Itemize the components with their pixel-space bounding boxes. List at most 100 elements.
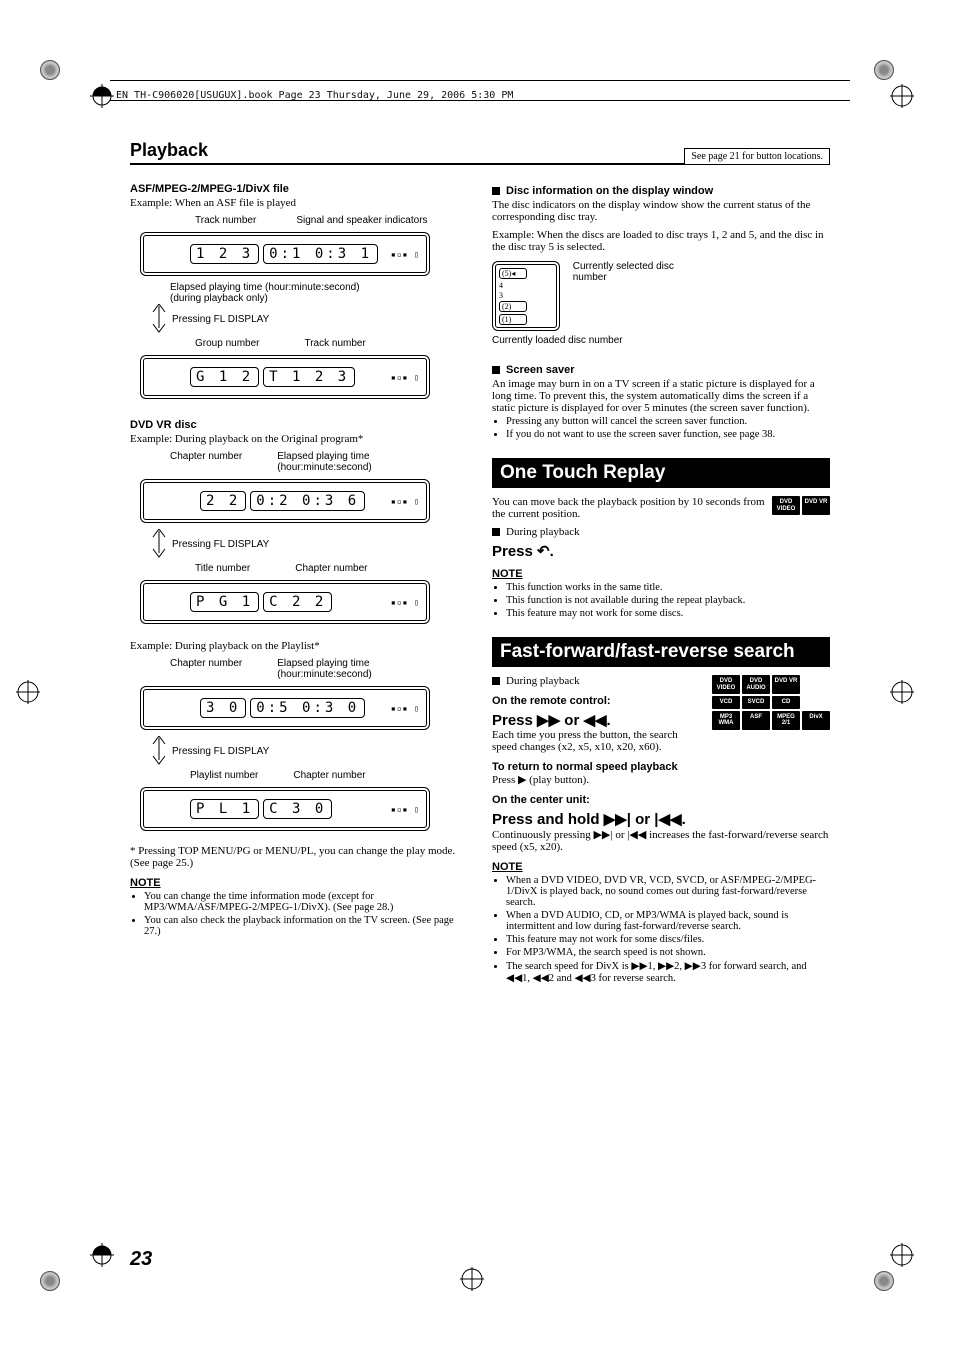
speaker-icons: ▪▫▪ ▯ [391,704,420,713]
registration-mark [890,680,914,704]
note-item: When a DVD VIDEO, DVD VR, VCD, SVCD, or … [506,875,830,908]
segment: 3 0 [200,698,246,718]
display-window: 1 2 3 0:1 0:3 1 ▪▫▪ ▯ [140,232,430,276]
badge: DVD VR [772,675,800,694]
segment: P L 1 [190,799,259,819]
label-current-selected: Currently selected disc number [573,261,693,283]
press-command: Press and hold ▶▶| or |◀◀. [492,810,830,828]
display-window: 2 2 0:2 0:3 6 ▪▫▪ ▯ [140,479,430,523]
segment: T 1 2 3 [263,367,355,387]
speaker-icons: ▪▫▪ ▯ [391,373,420,382]
ff-heading: Fast-forward/fast-reverse search [492,637,830,667]
corner-dot [874,1271,894,1291]
format-badges: DVD VIDEO DVD VR [772,496,830,515]
press-command: Press ↶. [492,542,830,560]
label-title: Title number [195,563,250,574]
asf-heading: ASF/MPEG-2/MPEG-1/DivX file [130,183,468,195]
example-text: Example: When an ASF file is played [130,197,468,209]
speaker-icons: ▪▫▪ ▯ [391,497,420,506]
example-text: Example: During playback on the Playlist… [130,640,468,652]
header-filename: EN_TH-C906020[USUGUX].book Page 23 Thurs… [116,90,513,101]
format-badges: DVD VIDEO DVD AUDIO DVD VR VCD SVCD CD M… [712,675,830,730]
disc-row: (1) [499,314,527,325]
display-window: P L 1 C 3 0 ▪▫▪ ▯ [140,787,430,831]
disc-row: (2) [499,301,527,312]
display-window: 3 0 0:5 0:3 0 ▪▫▪ ▯ [140,686,430,730]
display-window: G 1 2 T 1 2 3 ▪▫▪ ▯ [140,355,430,399]
badge: DVD VIDEO [712,675,740,694]
label-chapter: Chapter number [293,770,365,781]
content: Playback See page 21 for button location… [130,140,830,986]
badge: CD [772,696,800,709]
label-elapsed: Elapsed playing time (hour:minute:second… [277,451,372,473]
label-elapsed: Elapsed playing time (hour:minute:second… [277,658,372,680]
badge: ASF [742,711,770,730]
note-item: This function is not available during th… [506,595,830,606]
page: EN_TH-C906020[USUGUX].book Page 23 Thurs… [0,0,954,1351]
body-text: Example: When the discs are loaded to di… [492,229,830,253]
label-playlist: Playlist number [190,770,258,781]
speaker-icons: ▪▫▪ ▯ [391,250,420,259]
badge: MPEG 2/1 [772,711,800,730]
body-text: An image may burn in on a TV screen if a… [492,378,830,414]
segment: C 3 0 [263,799,332,819]
dvdvr-heading: DVD VR disc [130,419,468,431]
return-heading: To return to normal speed playback [492,761,830,773]
note-heading: NOTE [492,568,830,580]
registration-mark [90,84,114,108]
segment: G 1 2 [190,367,259,387]
segment: P G 1 [190,592,259,612]
segment: 0:2 0:3 6 [250,491,365,511]
registration-mark [460,1267,484,1291]
note-heading: NOTE [130,877,468,889]
corner-dot [874,60,894,80]
segment: 1 2 3 [190,244,259,264]
button-reference-box: See page 21 for button locations. [684,148,830,165]
body-text: Press ▶ (play button). [492,773,830,786]
page-number: 23 [130,1248,152,1271]
label-chapter: Chapter number [170,658,242,680]
label-signal: Signal and speaker indicators [296,215,427,226]
body-text: The disc indicators on the display windo… [492,199,830,223]
segment: 0:1 0:3 1 [263,244,378,264]
note-list: You can change the time information mode… [130,891,468,937]
footnote: * Pressing TOP MENU/PG or MENU/PL, you c… [130,845,468,869]
label-elapsed: Elapsed playing time (hour:minute:second… [170,282,360,304]
body-text: Continuously pressing ▶▶| or |◀◀ increas… [492,828,830,853]
label-current-loaded: Currently loaded disc number [492,335,830,346]
segment: 2 2 [200,491,246,511]
note-item: Pressing any button will cancel the scre… [506,416,830,427]
segment: C 2 2 [263,592,332,612]
note-item: This feature may not work for some discs… [506,608,830,619]
badge: DVD VIDEO [772,496,800,515]
note-list: When a DVD VIDEO, DVD VR, VCD, SVCD, or … [492,875,830,984]
press-fl-label: Pressing FL DISPLAY [172,746,269,757]
registration-mark [890,1243,914,1267]
disc-info-heading: Disc information on the display window [492,185,830,197]
note-item: This feature may not work for some discs… [506,934,830,945]
disc-row: (5)◂ [499,268,527,279]
note-heading: NOTE [492,861,830,873]
display-window: P G 1 C 2 2 ▪▫▪ ▯ [140,580,430,624]
arrow-down-icon [150,529,168,559]
on-center-heading: On the center unit: [492,794,830,806]
registration-mark [16,680,40,704]
label-chapter: Chapter number [295,563,367,574]
corner-dot [40,60,60,80]
note-item: This function works in the same title. [506,582,830,593]
speaker-icons: ▪▫▪ ▯ [391,805,420,814]
right-column: Disc information on the display window T… [492,175,830,986]
section-title: Playback [130,140,684,165]
left-column: ASF/MPEG-2/MPEG-1/DivX file Example: Whe… [130,175,468,986]
label-chapter: Chapter number [170,451,242,473]
note-list: Pressing any button will cancel the scre… [492,416,830,440]
badge: VCD [712,696,740,709]
speaker-icons: ▪▫▪ ▯ [391,598,420,607]
during-playback: During playback [492,526,830,538]
badge: DVD AUDIO [742,675,770,694]
label-group: Group number [195,338,259,349]
badge: DVD VR [802,496,830,515]
press-fl-label: Pressing FL DISPLAY [172,314,269,325]
badge: SVCD [742,696,770,709]
note-item: You can also check the playback informat… [144,915,468,937]
